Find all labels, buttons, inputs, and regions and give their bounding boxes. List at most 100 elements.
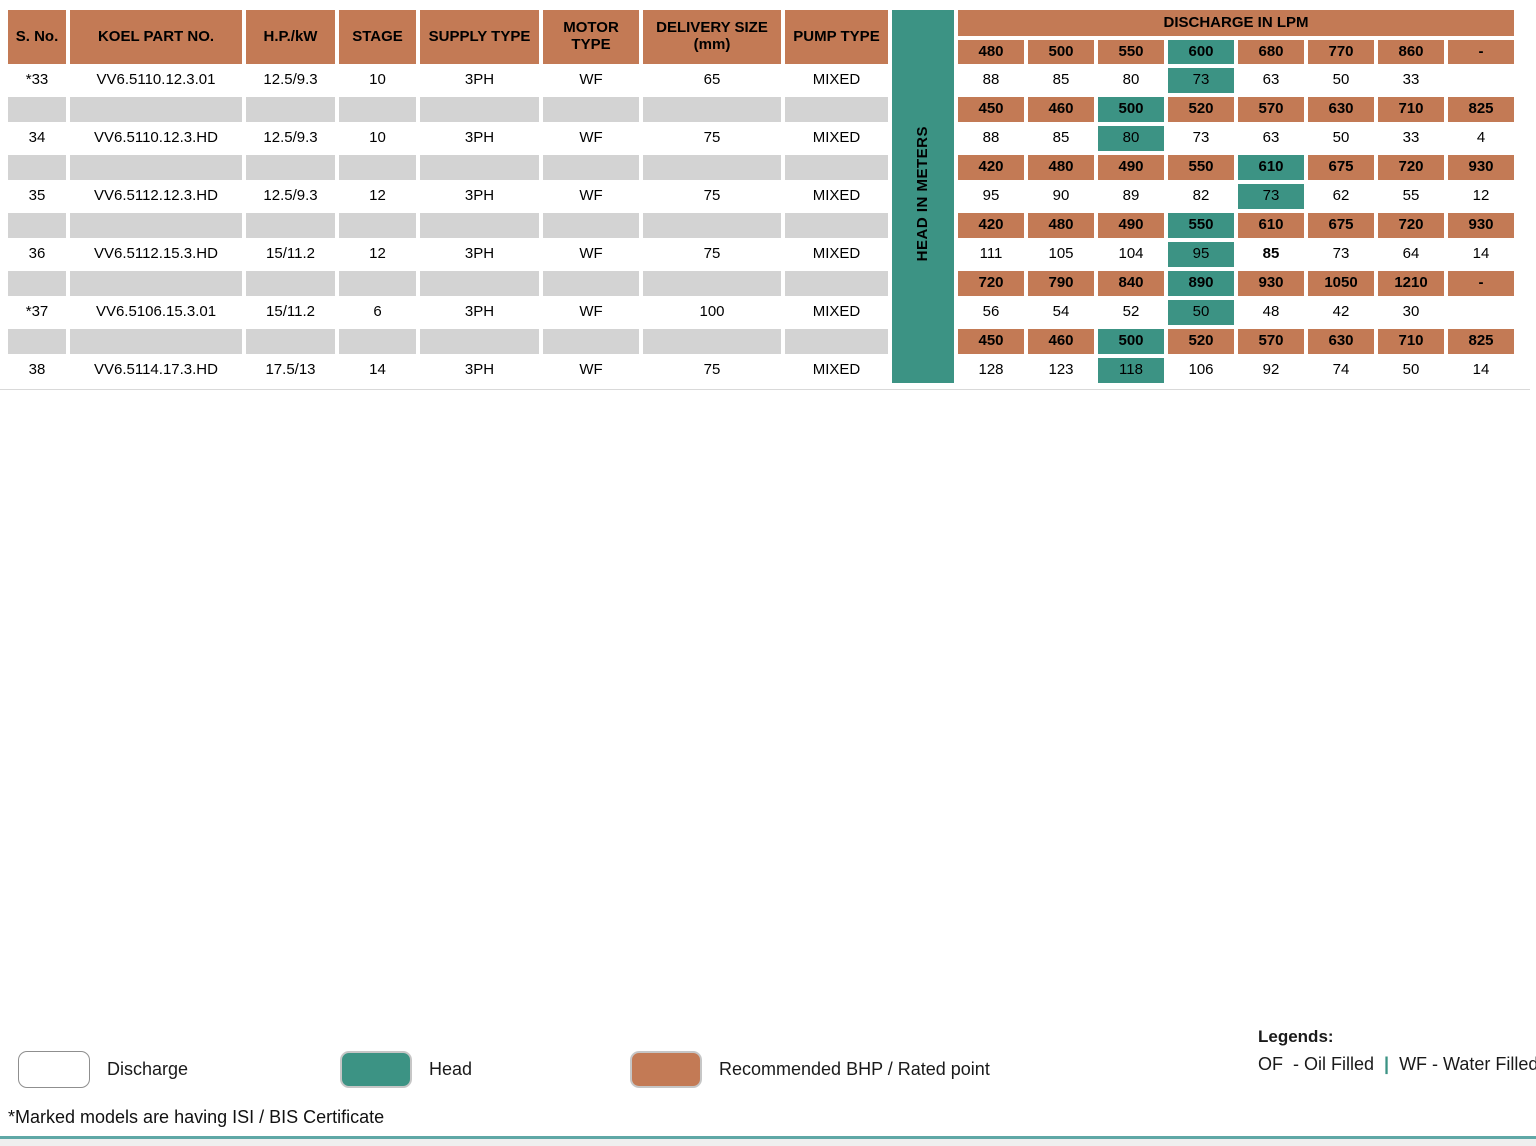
model-cell: 3PH: [420, 300, 539, 325]
bhp-value-cell: 490: [1098, 213, 1164, 238]
filler-cell: [70, 213, 242, 238]
bhp-value-cell: 480: [1028, 213, 1094, 238]
discharge-value-cell: 80: [1098, 68, 1164, 93]
model-cell: 10: [339, 126, 416, 151]
discharge-column-value: 860: [1378, 40, 1444, 64]
model-cell: WF: [543, 300, 639, 325]
filler-cell: [643, 97, 781, 122]
pump-table: S. No. KOEL PART NO. H.P./kW STAGE SUPPLY TY…: [4, 6, 1518, 387]
column-header: PUMP TYPE: [785, 10, 888, 64]
filler-cell: [246, 213, 335, 238]
of-legend: OF - Oil Filled: [1258, 1054, 1375, 1074]
discharge-value-cell: 63: [1238, 126, 1304, 151]
discharge-column-value: 600: [1168, 40, 1234, 64]
model-cell: 6: [339, 300, 416, 325]
bhp-value-cell: 610: [1238, 213, 1304, 238]
filler-cell: [70, 329, 242, 354]
bottom-rule: [0, 1136, 1536, 1139]
legends-line: OF - Oil Filled | WF - Water Filled: [1258, 1054, 1536, 1075]
bhp-value-cell: 1050: [1308, 271, 1374, 296]
column-header: H.P./kW: [246, 10, 335, 64]
model-cell: 12.5/9.3: [246, 68, 335, 93]
bhp-value-cell: 825: [1448, 97, 1514, 122]
model-cell: VV6.5110.12.3.HD: [70, 126, 242, 151]
filler-cell: [70, 97, 242, 122]
filler-cell: [643, 213, 781, 238]
head-in-meters-label: HEAD IN METERS: [913, 126, 931, 262]
discharge-value-cell: 73: [1168, 126, 1234, 151]
bhp-value-cell: 825: [1448, 329, 1514, 354]
bhp-value-cell: 630: [1308, 97, 1374, 122]
discharge-value-cell: 80: [1098, 126, 1164, 151]
bhp-value-cell: 840: [1098, 271, 1164, 296]
discharge-value-cell: 111: [958, 242, 1024, 267]
discharge-value-cell: 88: [958, 126, 1024, 151]
discharge-value-cell: 118: [1098, 358, 1164, 383]
discharge-value-cell: 85: [1028, 126, 1094, 151]
discharge-value-cell: 50: [1308, 68, 1374, 93]
filler-cell: [543, 271, 639, 296]
bhp-value-cell: 675: [1308, 213, 1374, 238]
discharge-value-cell: 14: [1448, 242, 1514, 267]
model-cell: 34: [8, 126, 66, 151]
model-cell: 14: [339, 358, 416, 383]
filler-cell: [70, 271, 242, 296]
filler-cell: [70, 155, 242, 180]
model-cell: 12.5/9.3: [246, 184, 335, 209]
filler-cell: [543, 329, 639, 354]
legend-label: Discharge: [107, 1059, 189, 1079]
model-cell: VV6.5106.15.3.01: [70, 300, 242, 325]
discharge-value-cell: 62: [1308, 184, 1374, 209]
pump-table-body: S. No. KOEL PART NO. H.P./kW STAGE SUPPLY TY…: [8, 10, 1514, 383]
model-cell: 75: [643, 242, 781, 267]
head-swatch: [340, 1051, 412, 1088]
bhp-value-cell: 490: [1098, 155, 1164, 180]
legends-title: Legends:: [1258, 1027, 1334, 1046]
column-header: KOEL PART NO.: [70, 10, 242, 64]
discharge-column-value: 680: [1238, 40, 1304, 64]
model-cell: WF: [543, 68, 639, 93]
head-in-meters-band: HEAD IN METERS: [892, 10, 954, 383]
discharge-value-cell: 73: [1168, 68, 1234, 93]
bhp-value-cell: 480: [1028, 155, 1094, 180]
bhp-value-cell: 550: [1168, 213, 1234, 238]
filler-cell: [339, 97, 416, 122]
filler-cell: [643, 271, 781, 296]
model-cell: 3PH: [420, 184, 539, 209]
model-cell: MIXED: [785, 358, 888, 383]
model-cell: 17.5/13: [246, 358, 335, 383]
filler-cell: [339, 213, 416, 238]
discharge-value-cell: 85: [1028, 68, 1094, 93]
bhp-value-cell: 790: [1028, 271, 1094, 296]
model-cell: 3PH: [420, 126, 539, 151]
model-cell: MIXED: [785, 68, 888, 93]
filler-cell: [8, 213, 66, 238]
column-header: DELIVERY SIZE (mm): [643, 10, 781, 64]
filler-cell: [339, 329, 416, 354]
model-cell: 75: [643, 184, 781, 209]
filler-cell: [246, 155, 335, 180]
discharge-value-cell: 56: [958, 300, 1024, 325]
filler-cell: [420, 97, 539, 122]
discharge-value-cell: 95: [1168, 242, 1234, 267]
discharge-value-cell: 128: [958, 358, 1024, 383]
model-cell: 38: [8, 358, 66, 383]
model-cell: 12: [339, 242, 416, 267]
discharge-value-cell: 50: [1168, 300, 1234, 325]
legend-separator: |: [1384, 1054, 1390, 1074]
column-header: SUPPLY TYPE: [420, 10, 539, 64]
filler-cell: [420, 155, 539, 180]
filler-cell: [785, 213, 888, 238]
filler-cell: [246, 97, 335, 122]
discharge-value-cell: 88: [958, 68, 1024, 93]
discharge-column-value: 500: [1028, 40, 1094, 64]
filler-cell: [246, 271, 335, 296]
table-bottom-border: [0, 389, 1530, 390]
bhp-value-cell: 890: [1168, 271, 1234, 296]
legends-block: Legends: OF - Oil Filled | WF - Water Fi…: [1258, 1027, 1536, 1075]
discharge-value-cell: 42: [1308, 300, 1374, 325]
discharge-value-cell: [1448, 68, 1514, 93]
bhp-value-cell: 930: [1238, 271, 1304, 296]
filler-cell: [643, 329, 781, 354]
